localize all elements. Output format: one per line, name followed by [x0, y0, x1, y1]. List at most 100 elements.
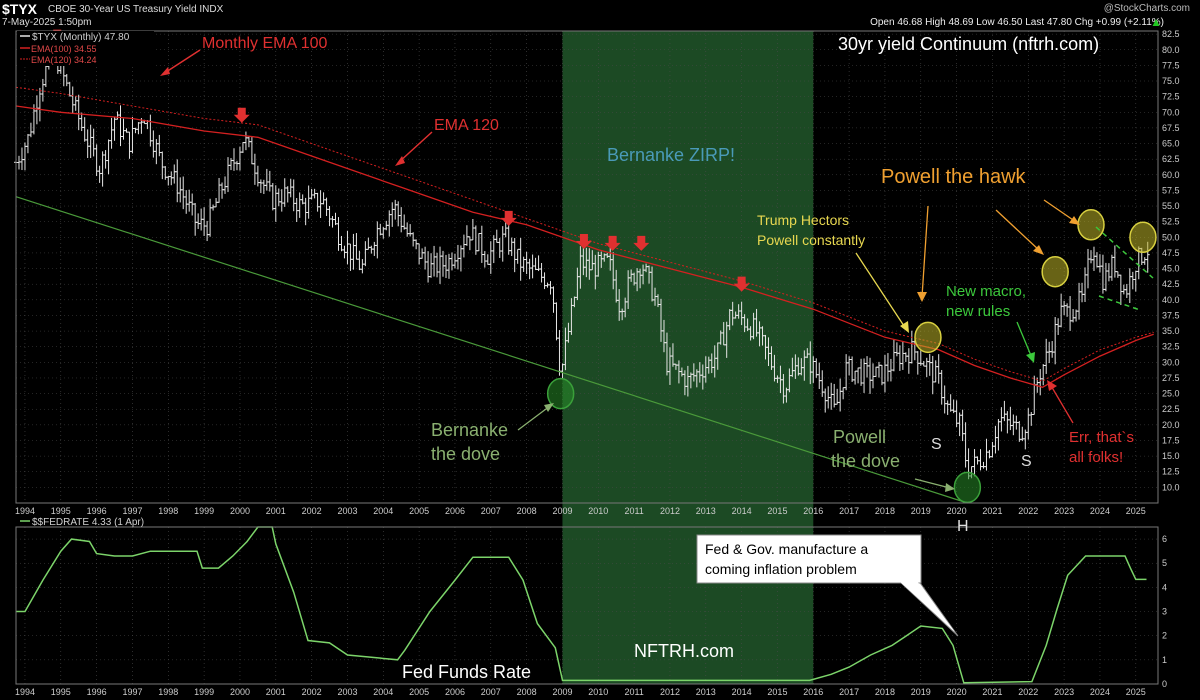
price-y-tick-25: 72.5	[1162, 92, 1180, 102]
err-label-line1: Err, that`s	[1069, 429, 1134, 446]
legend-backdrop	[17, 31, 154, 66]
callout-line1: Fed & Gov. manufacture a	[705, 541, 868, 557]
fed-x-tick-2016: 2016	[803, 687, 823, 697]
dove2-pointer-head	[945, 483, 955, 492]
price-y-tick-1: 12.5	[1162, 467, 1180, 477]
price-y-tick-6: 25.0	[1162, 389, 1180, 399]
dove1-label-line2: the dove	[431, 444, 500, 464]
macro-label-line1: New macro,	[946, 283, 1026, 300]
ema120-label: EMA 120	[434, 117, 499, 134]
ema100-pointer-head	[160, 67, 170, 76]
hawk-pointer-2	[995, 209, 1041, 252]
fed-y-tick-0: 0	[1162, 679, 1167, 689]
dove1-label-line1: Bernanke	[431, 420, 508, 440]
fed-x-tick-2002: 2002	[302, 687, 322, 697]
hawk-label: Powell the hawk	[881, 166, 1027, 188]
dove2-label-line2: the dove	[831, 451, 900, 471]
price-y-tick-7: 27.5	[1162, 373, 1180, 383]
highlight-circle-5	[1129, 221, 1157, 254]
err-pointer-head	[1047, 380, 1057, 391]
ema120-line	[15, 105, 1154, 389]
fed-funds-line	[16, 526, 1147, 684]
price-x-tick-2008: 2008	[517, 506, 537, 516]
price-y-tick-3: 17.5	[1162, 435, 1180, 445]
fed-x-tick-2023: 2023	[1054, 687, 1074, 697]
price-y-tick-24: 70.0	[1162, 107, 1180, 117]
price-x-tick-2009: 2009	[552, 506, 572, 516]
price-x-tick-2002: 2002	[302, 506, 322, 516]
fed-x-tick-2011: 2011	[624, 687, 643, 697]
annotations: Monthly EMA 100 EMA 120 Bernanke ZIRP! P…	[202, 34, 1134, 535]
hawk-pointer-1	[921, 205, 929, 298]
site-label: NFTRH.com	[634, 641, 734, 661]
head-label: H	[957, 518, 969, 535]
fed-x-tick-2004: 2004	[373, 687, 393, 697]
price-y-tick-22: 65.0	[1162, 139, 1180, 149]
fed-x-tick-1999: 1999	[194, 687, 214, 697]
fed-x-tick-2001: 2001	[266, 687, 286, 697]
price-x-tick-1995: 1995	[51, 506, 71, 516]
green-support-line	[1098, 295, 1141, 311]
price-x-tick-2014: 2014	[732, 506, 752, 516]
price-y-tick-9: 32.5	[1162, 342, 1180, 352]
price-y-tick-12: 40.0	[1162, 295, 1180, 305]
trendline	[15, 196, 968, 504]
red-arrow-6	[733, 276, 750, 292]
red-arrow-4	[604, 235, 621, 251]
fed-x-tick-2017: 2017	[839, 687, 859, 697]
price-x-tick-2001: 2001	[266, 506, 286, 516]
price-y-tick-4: 20.0	[1162, 420, 1180, 430]
price-x-tick-2018: 2018	[875, 506, 895, 516]
fed-x-tick-2010: 2010	[588, 687, 608, 697]
shoulder-right-label: S	[1021, 453, 1032, 470]
err-label-line2: all folks!	[1069, 449, 1123, 466]
price-y-tick-13: 42.5	[1162, 279, 1180, 289]
dove2-label-line1: Powell	[833, 427, 886, 447]
fed-legend: $$FEDRATE 4.33 (1 Apr)	[20, 517, 144, 528]
zirp-shade	[562, 31, 814, 684]
fed-x-tick-2022: 2022	[1018, 687, 1038, 697]
highlight-circles	[546, 209, 1157, 504]
fed-x-tick-2014: 2014	[732, 687, 752, 697]
fed-x-tick-2013: 2013	[696, 687, 716, 697]
price-x-tick-2017: 2017	[839, 506, 859, 516]
fed-x-tick-2021: 2021	[982, 687, 1002, 697]
price-y-tick-26: 75.0	[1162, 76, 1180, 86]
fed-panel-frame	[15, 526, 1159, 685]
timestamp: 7-May-2025 1:50pm	[2, 17, 92, 28]
highlight-circle-1	[953, 471, 982, 504]
price-x-tick-2003: 2003	[337, 506, 357, 516]
fed-x-tick-2005: 2005	[409, 687, 429, 697]
price-y-tick-0: 10.0	[1162, 482, 1180, 492]
fed-x-tick-2007: 2007	[481, 687, 501, 697]
callout-line2: coming inflation problem	[705, 561, 857, 577]
ema100-label: Monthly EMA 100	[202, 35, 328, 52]
price-bars	[14, 34, 1150, 480]
hawk-pointer-1-head	[917, 292, 927, 302]
watermark: @StockCharts.com	[1103, 3, 1190, 14]
ema-lines	[15, 86, 1154, 389]
trump-pointer	[855, 252, 907, 330]
price-x-tick-1998: 1998	[158, 506, 178, 516]
dove1-pointer-head	[544, 403, 554, 412]
price-y-tick-8: 30.0	[1162, 357, 1180, 367]
ohlc-readout: Open 46.68 High 48.69 Low 46.50 Last 47.…	[870, 17, 1164, 28]
price-x-tick-1999: 1999	[194, 506, 214, 516]
fed-y-tick-2: 2	[1162, 631, 1167, 641]
price-y-tick-16: 50.0	[1162, 232, 1180, 242]
price-y-tick-29: 82.5	[1162, 29, 1180, 39]
trump-label-line1: Trump Hectors	[757, 212, 849, 228]
price-x-tick-2023: 2023	[1054, 506, 1074, 516]
highlight-circle-2	[914, 321, 942, 354]
macro-label-line2: new rules	[946, 303, 1010, 320]
price-x-tick-2004: 2004	[373, 506, 393, 516]
macro-pointer-head	[1026, 352, 1035, 363]
axis-labels: 10.0 12.5 15.0 17.5 20.0 22.5 25.0 27.5 30.0 32.5…	[15, 29, 1180, 697]
highlight-circle-4	[1077, 209, 1105, 241]
hawk-pointer-3-head	[1069, 216, 1080, 225]
fed-x-tick-1998: 1998	[158, 687, 178, 697]
callout-pointer-fill	[899, 581, 955, 632]
fed-x-tick-2025: 2025	[1126, 687, 1146, 697]
green-resistance-line	[1095, 226, 1154, 279]
